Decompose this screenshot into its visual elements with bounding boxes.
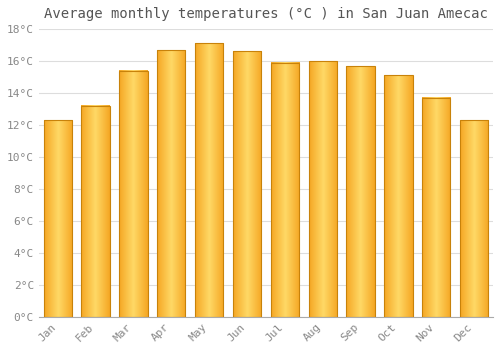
- Bar: [346, 66, 375, 317]
- Bar: [195, 43, 224, 317]
- Title: Average monthly temperatures (°C ) in San Juan Amecac: Average monthly temperatures (°C ) in Sa…: [44, 7, 488, 21]
- Bar: [422, 98, 450, 317]
- Bar: [270, 63, 299, 317]
- Bar: [233, 51, 261, 317]
- Bar: [82, 106, 110, 317]
- Bar: [384, 75, 412, 317]
- Bar: [460, 120, 488, 317]
- Bar: [157, 50, 186, 317]
- Bar: [44, 120, 72, 317]
- Bar: [119, 71, 148, 317]
- Bar: [308, 61, 337, 317]
